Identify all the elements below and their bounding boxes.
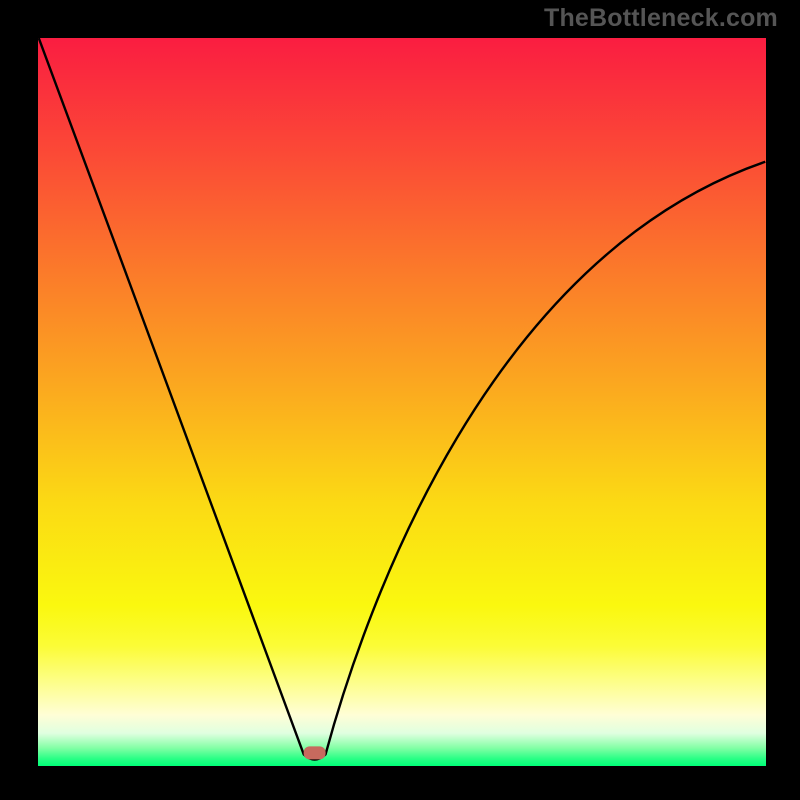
frame-border-right — [766, 0, 800, 800]
watermark-text: TheBottleneck.com — [544, 4, 778, 33]
frame-border-bottom — [0, 766, 800, 800]
optimal-marker — [304, 746, 326, 759]
plot-frame — [0, 0, 800, 800]
gradient-background — [38, 38, 766, 766]
plot-svg — [0, 0, 800, 800]
frame-border-left — [0, 0, 38, 800]
